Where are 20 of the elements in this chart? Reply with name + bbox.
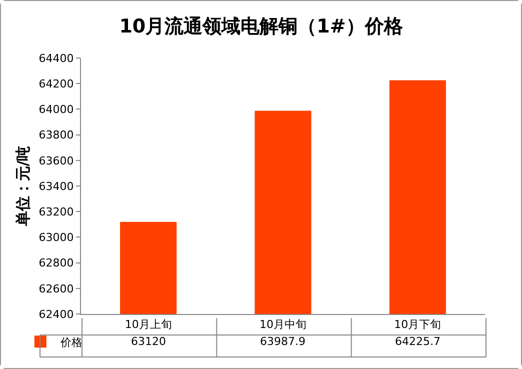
- x-tick-label: 10月上旬: [124, 318, 172, 332]
- y-tick-label: 64000: [38, 103, 74, 116]
- y-tick-label: 62800: [38, 256, 74, 270]
- x-tick-label: 10月下旬: [394, 318, 442, 332]
- data-label: 64225.7: [395, 335, 440, 348]
- chart-title: 10月流通领域电解铜（1#）价格: [119, 16, 404, 38]
- y-tick-label: 64200: [38, 77, 74, 90]
- data-label: 63120: [131, 335, 166, 348]
- legend-label: 价格: [59, 336, 82, 349]
- x-tick-label: 10月中旬: [260, 318, 306, 332]
- y-axis-title: 单位：元/吨: [14, 146, 32, 228]
- y-tick-label: 63600: [38, 154, 74, 168]
- y-tick-label: 62600: [38, 282, 74, 296]
- y-tick-label: 63800: [38, 128, 74, 142]
- data-label: 63987.9: [260, 335, 306, 348]
- y-tick-label: 62400: [38, 308, 74, 321]
- y-tick-label: 63000: [38, 231, 74, 244]
- y-tick-label: 63400: [38, 180, 74, 193]
- y-tick-label: 64400: [38, 52, 74, 65]
- y-tick-label: 63200: [38, 205, 74, 218]
